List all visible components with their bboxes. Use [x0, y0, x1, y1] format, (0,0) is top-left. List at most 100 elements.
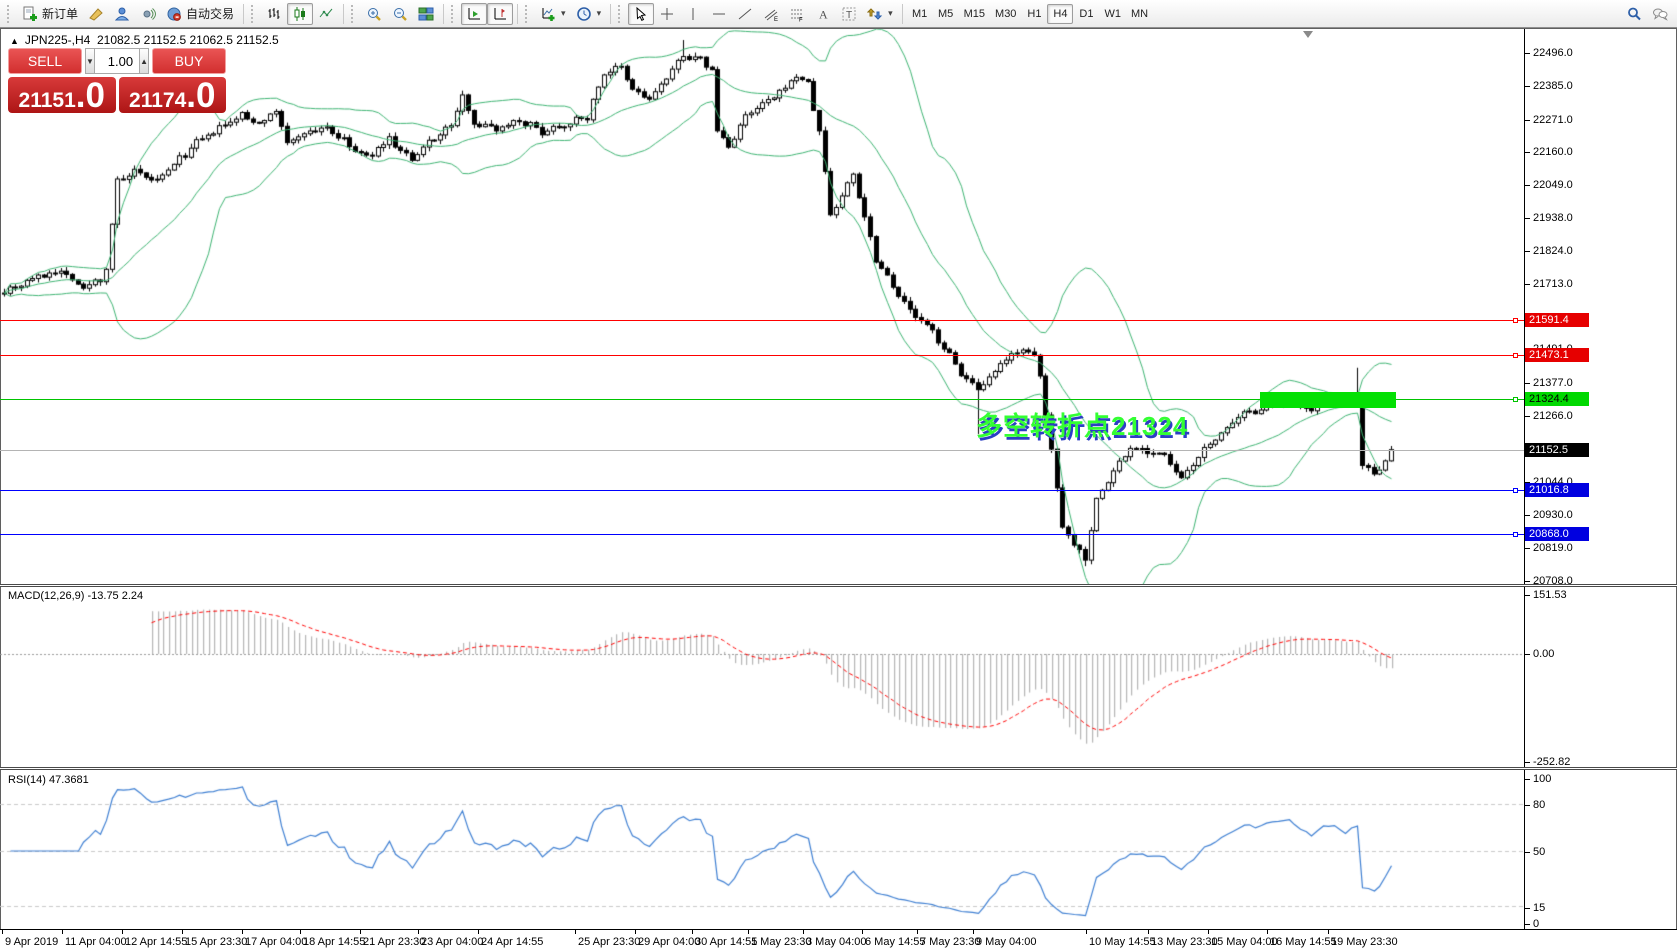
price-tick [1525, 185, 1530, 186]
chart-annotation-text[interactable]: 多空转折点21324 [976, 411, 1189, 441]
price-tick [1525, 86, 1530, 87]
current-price-label: 21152.5 [1525, 443, 1589, 457]
support-line-1-handle[interactable] [1513, 488, 1518, 493]
time-axis-label: 7 May 23:30 [920, 936, 981, 948]
rsi-value: 47.3681 [48, 774, 89, 786]
pivot-line-handle[interactable] [1513, 397, 1518, 402]
time-axis-label: 30 Apr 14:55 [695, 936, 758, 948]
time-axis-label: 21 Apr 23:30 [363, 936, 426, 948]
price-tick-label: 21938.0 [1533, 212, 1573, 224]
price-tick-label: 21377.0 [1533, 377, 1573, 389]
time-tick [300, 930, 301, 934]
time-axis-label: 6 May 14:55 [865, 936, 926, 948]
macd-main-value: -13.75 [87, 590, 119, 602]
time-tick [242, 930, 243, 934]
price-tick [1525, 120, 1530, 121]
symbol-period-label: JPN225-,H4 [24, 33, 91, 47]
sell-price-panel[interactable]: 21151.0 [8, 77, 116, 113]
volume-increase-button[interactable]: ▲ [139, 48, 149, 74]
buy-button[interactable]: BUY [152, 48, 226, 74]
support-line-2[interactable] [0, 534, 1524, 535]
sell-price-pips: .0 [75, 76, 105, 116]
time-axis-label: 15 Apr 23:30 [185, 936, 248, 948]
time-axis-label: 3 May 04:00 [806, 936, 867, 948]
price-tick-label: 22385.0 [1533, 80, 1573, 92]
price-tick-label: 20930.0 [1533, 509, 1573, 521]
time-axis[interactable]: 9 Apr 2019 11 Apr 04:00 12 Apr 14:55 15 Apr… [0, 929, 1677, 951]
rsi-pane-divider[interactable] [0, 767, 1677, 770]
resistance-line-1-handle[interactable] [1513, 318, 1518, 323]
macd-tick [1525, 595, 1530, 596]
rsi-tick [1525, 908, 1530, 909]
time-tick [1148, 930, 1149, 934]
macd-pane-divider[interactable] [0, 584, 1677, 587]
time-tick [360, 930, 361, 934]
time-tick [478, 930, 479, 934]
time-tick [2, 930, 3, 934]
volume-input[interactable] [94, 48, 140, 74]
resistance-line-1[interactable] [0, 320, 1524, 321]
time-tick [575, 930, 576, 934]
rsi-tick [1525, 924, 1530, 925]
price-tick-label: 21713.0 [1533, 278, 1573, 290]
highlight-rectangle[interactable] [1260, 392, 1396, 408]
resistance-line-2-price-label: 21473.1 [1525, 348, 1589, 362]
one-click-collapse-icon[interactable]: ▲ [10, 36, 19, 46]
pivot-line-price-label: 21324.4 [1525, 392, 1589, 406]
time-tick [1086, 930, 1087, 934]
pivot-line[interactable] [0, 399, 1524, 400]
support-line-2-price-label: 20868.0 [1525, 527, 1589, 541]
rsi-tick-label: 15 [1533, 902, 1546, 914]
time-tick [182, 930, 183, 934]
sell-button[interactable]: SELL [8, 48, 82, 74]
price-tick-label: 22496.0 [1533, 47, 1573, 59]
price-tick [1525, 218, 1530, 219]
support-line-2-handle[interactable] [1513, 532, 1518, 537]
price-tick-label: 22049.0 [1533, 179, 1573, 191]
price-tick [1525, 53, 1530, 54]
macd-tick [1525, 762, 1530, 763]
time-axis-label: 10 May 14:55 [1089, 936, 1156, 948]
chart-shift-marker-icon[interactable] [1303, 31, 1313, 38]
price-tick-label: 20819.0 [1533, 542, 1573, 554]
time-tick [917, 930, 918, 934]
price-tick [1525, 548, 1530, 549]
time-tick [862, 930, 863, 934]
resistance-line-2[interactable] [0, 355, 1524, 356]
price-tick [1525, 482, 1530, 483]
buy-price-pips: .0 [186, 76, 216, 116]
time-tick [692, 930, 693, 934]
macd-tick-label: 0.00 [1533, 648, 1555, 660]
macd-tick [1525, 654, 1530, 655]
resistance-line-2-handle[interactable] [1513, 353, 1518, 358]
rsi-tick [1525, 779, 1530, 780]
price-tick-label: 22271.0 [1533, 114, 1573, 126]
time-tick [1267, 930, 1268, 934]
buy-price-panel[interactable]: 21174.0 [118, 76, 226, 116]
volume-stepper: ▼ ▲ [85, 48, 149, 74]
time-tick [748, 930, 749, 934]
price-axis[interactable] [1524, 29, 1525, 929]
sell-price-main: 21151 [18, 89, 76, 112]
rsi-indicator-label: RSI(14) 47.3681 [8, 774, 89, 786]
price-tick [1525, 251, 1530, 252]
chart-title: ▲ JPN225-,H4 21082.5 21152.5 21062.5 2115… [10, 33, 279, 47]
volume-decrease-button[interactable]: ▼ [85, 48, 95, 74]
time-axis-label: 24 Apr 14:55 [481, 936, 544, 948]
one-click-trading-panel: SELL ▼ ▲ BUY 21151.0 21174.0 [8, 48, 226, 113]
rsi-tick [1525, 852, 1530, 853]
time-tick [122, 930, 123, 934]
time-axis-label: 13 May 23:30 [1151, 936, 1218, 948]
price-tick-label: 21824.0 [1533, 245, 1573, 257]
macd-indicator-label: MACD(12,26,9) -13.75 2.24 [8, 590, 144, 602]
time-tick [1208, 930, 1209, 934]
time-tick [635, 930, 636, 934]
resistance-line-1-price-label: 21591.4 [1525, 313, 1589, 327]
macd-signal-value: 2.24 [121, 590, 144, 602]
support-line-1[interactable] [0, 490, 1524, 491]
price-tick [1525, 152, 1530, 153]
macd-tick-label: -252.82 [1533, 756, 1571, 768]
time-tick [973, 930, 974, 934]
